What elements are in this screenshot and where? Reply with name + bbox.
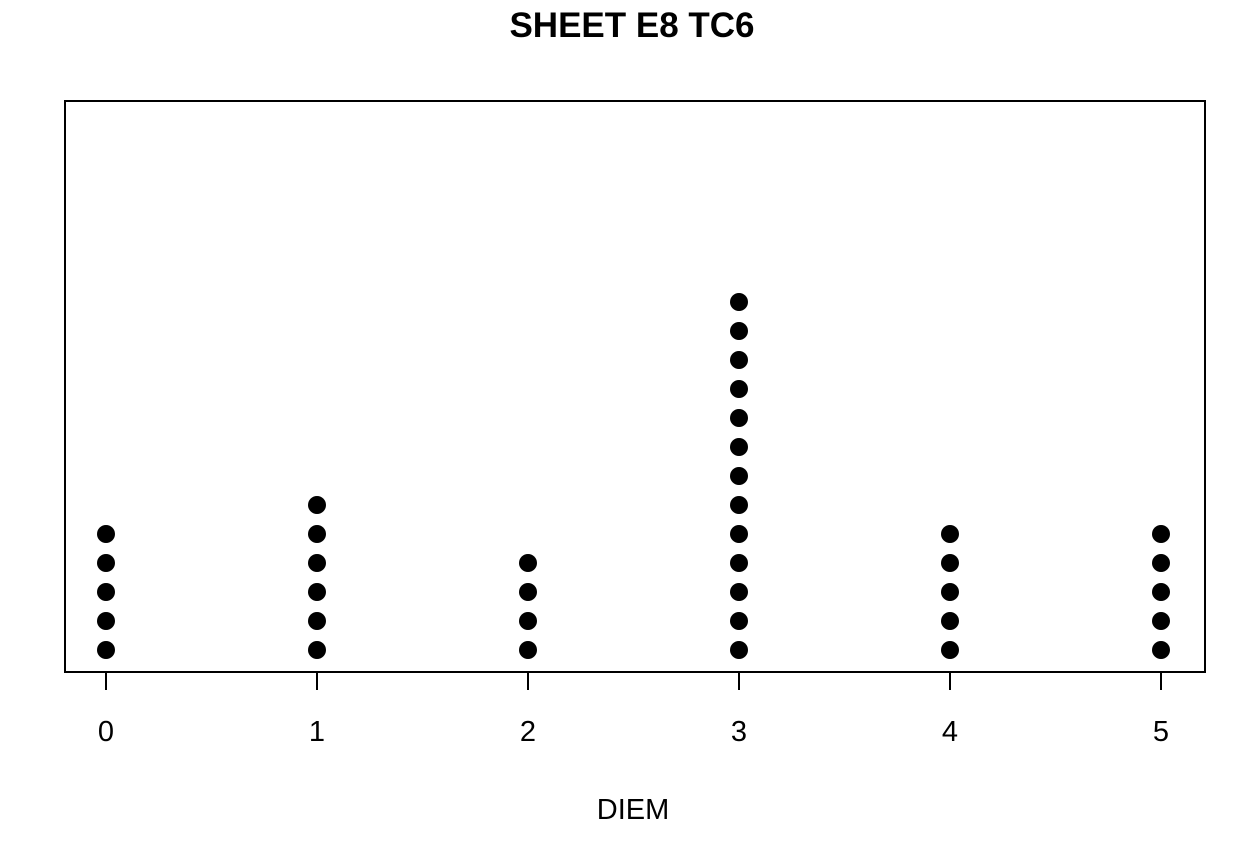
data-point (97, 554, 115, 572)
x-axis-ticks: 0 1 2 3 4 5 (98, 672, 1169, 748)
dot-series (97, 293, 1170, 659)
data-point (730, 351, 748, 369)
x-tick-label: 5 (1153, 716, 1169, 748)
data-point (308, 496, 326, 514)
data-point (308, 554, 326, 572)
data-point (97, 612, 115, 630)
data-point (519, 554, 537, 572)
chart-title: SHEET E8 TC6 (509, 6, 754, 45)
data-point (730, 641, 748, 659)
data-point (97, 641, 115, 659)
data-point (941, 641, 959, 659)
data-point (730, 438, 748, 456)
x-axis-label: DIEM (597, 794, 670, 826)
x-tick-label: 0 (98, 716, 114, 748)
x-tick-label: 1 (309, 716, 325, 748)
data-point (730, 409, 748, 427)
data-point (519, 583, 537, 601)
data-point (730, 322, 748, 340)
plot-area-frame (64, 100, 1206, 673)
data-point (308, 612, 326, 630)
data-point (1152, 641, 1170, 659)
data-point (1152, 583, 1170, 601)
data-point (941, 612, 959, 630)
data-point (730, 583, 748, 601)
data-point (1152, 525, 1170, 543)
data-point (730, 467, 748, 485)
data-point (519, 612, 537, 630)
data-point (1152, 554, 1170, 572)
data-point (730, 496, 748, 514)
data-point (1152, 612, 1170, 630)
data-point (941, 525, 959, 543)
data-point (730, 612, 748, 630)
data-point (730, 554, 748, 572)
x-tick-label: 4 (942, 716, 958, 748)
data-point (308, 525, 326, 543)
data-point (730, 293, 748, 311)
data-point (730, 380, 748, 398)
data-point (730, 525, 748, 543)
data-point (308, 583, 326, 601)
data-point (941, 554, 959, 572)
data-point (97, 525, 115, 543)
x-tick-label: 2 (520, 716, 536, 748)
data-point (97, 583, 115, 601)
data-point (519, 641, 537, 659)
x-tick-label: 3 (731, 716, 747, 748)
data-point (308, 641, 326, 659)
data-point (941, 583, 959, 601)
